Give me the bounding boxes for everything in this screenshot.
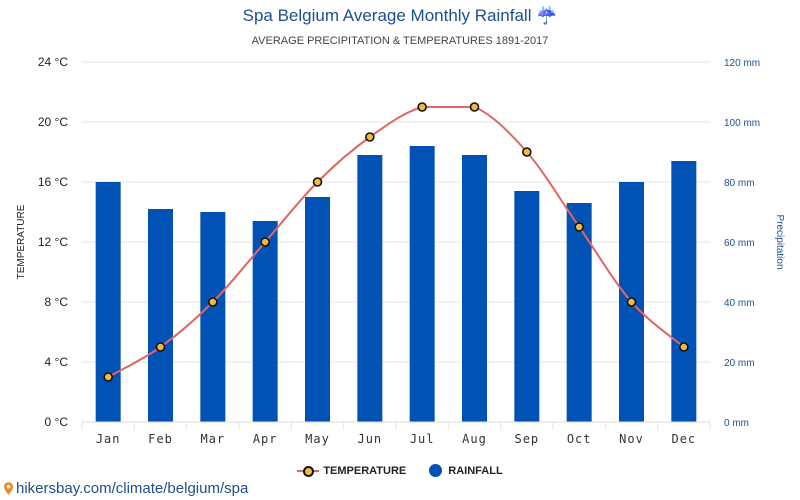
temperature-point bbox=[469, 102, 480, 112]
temperature-legend-icon bbox=[297, 465, 320, 477]
right-tick-label: 120 mm bbox=[724, 58, 760, 69]
rainfall-bar bbox=[514, 191, 540, 422]
x-tick-label: May bbox=[305, 432, 330, 446]
right-axis-label: Precipitation bbox=[774, 214, 785, 269]
x-tick-label: Apr bbox=[253, 432, 278, 446]
legend-label-rainfall: RAINFALL bbox=[448, 464, 503, 477]
rainfall-legend-icon bbox=[429, 464, 443, 477]
legend: TEMPERATURE RAINFALL bbox=[0, 464, 800, 480]
left-tick-label: 8 °C bbox=[45, 295, 69, 309]
footer-link[interactable]: hikersbay.com/climate/belgium/spa bbox=[4, 480, 248, 497]
chart-title: Spa Belgium Average Monthly Rainfall ☔ bbox=[242, 6, 558, 25]
temperature-point bbox=[626, 297, 637, 307]
legend-label-temperature: TEMPERATURE bbox=[323, 465, 407, 477]
rainfall-bar bbox=[671, 161, 697, 422]
left-tick-label: 4 °C bbox=[45, 355, 69, 369]
temperature-point bbox=[312, 177, 323, 187]
axes-layer: 0 °C 0 mm 4 °C 20 mm 8 °C 40 mm 12 °C 60 mm 16 °… bbox=[38, 55, 760, 446]
temperature-point bbox=[103, 372, 113, 382]
rainfall-bar bbox=[462, 155, 487, 422]
x-tick-label: Jun bbox=[357, 432, 382, 446]
right-tick-label: 20 mm bbox=[724, 358, 755, 369]
chart-subtitle: AVERAGE PRECIPITATION & TEMPERATURES 189… bbox=[251, 35, 549, 47]
rainfall-bar bbox=[409, 146, 435, 422]
left-tick-label: 20 °C bbox=[38, 115, 68, 129]
temperature-point bbox=[155, 342, 166, 352]
footer-link-text: hikersbay.com/climate/belgium/spa bbox=[16, 480, 249, 497]
temperature-point bbox=[679, 342, 689, 352]
right-tick-label: 100 mm bbox=[724, 118, 760, 129]
rainfall-bar bbox=[252, 221, 278, 422]
rainfall-bar bbox=[357, 155, 383, 422]
x-tick-label: Dec bbox=[671, 432, 696, 446]
x-tick-label: Oct bbox=[567, 432, 592, 446]
right-tick-label: 0 mm bbox=[724, 418, 749, 429]
rainfall-bar bbox=[566, 203, 592, 422]
x-tick-label: Jul bbox=[410, 432, 435, 446]
rainfall-bar bbox=[200, 212, 226, 422]
right-tick-label: 40 mm bbox=[724, 298, 755, 309]
temperature-point bbox=[365, 132, 375, 142]
rainfall-bar bbox=[148, 209, 173, 422]
left-axis-label: TEMPERATURE bbox=[16, 204, 27, 279]
temperature-point bbox=[260, 237, 270, 247]
right-tick-label: 60 mm bbox=[724, 238, 755, 249]
left-tick-label: 16 °C bbox=[38, 175, 68, 189]
grid-layer bbox=[81, 61, 711, 430]
x-tick-label: Feb bbox=[148, 432, 173, 446]
temperature-point bbox=[417, 102, 427, 112]
temperature-line bbox=[103, 102, 689, 382]
temperature-point bbox=[522, 147, 532, 157]
rainfall-bars bbox=[95, 146, 697, 422]
map-pin-icon bbox=[4, 482, 13, 495]
x-tick-label: Jan bbox=[96, 432, 121, 446]
x-tick-label: Mar bbox=[200, 432, 225, 446]
temperature-point bbox=[574, 222, 584, 232]
x-tick-label: Aug bbox=[462, 432, 487, 446]
x-tick-label: Sep bbox=[514, 432, 539, 446]
legend-item-temperature[interactable]: TEMPERATURE bbox=[297, 465, 406, 477]
rainfall-bar bbox=[95, 182, 121, 422]
right-tick-label: 80 mm bbox=[724, 178, 755, 189]
left-tick-label: 12 °C bbox=[38, 235, 68, 249]
temperature-point bbox=[208, 297, 218, 307]
x-tick-label: Nov bbox=[619, 432, 644, 446]
legend-item-rainfall[interactable]: RAINFALL bbox=[429, 464, 503, 477]
left-tick-label: 24 °C bbox=[38, 55, 68, 69]
left-tick-label: 0 °C bbox=[45, 415, 69, 429]
rainfall-bar bbox=[305, 197, 330, 422]
